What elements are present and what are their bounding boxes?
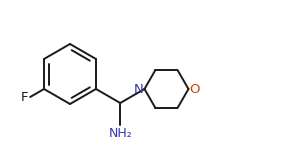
Text: O: O [190, 82, 200, 96]
Text: F: F [21, 91, 28, 103]
Text: N: N [134, 82, 143, 96]
Text: NH₂: NH₂ [108, 127, 132, 140]
